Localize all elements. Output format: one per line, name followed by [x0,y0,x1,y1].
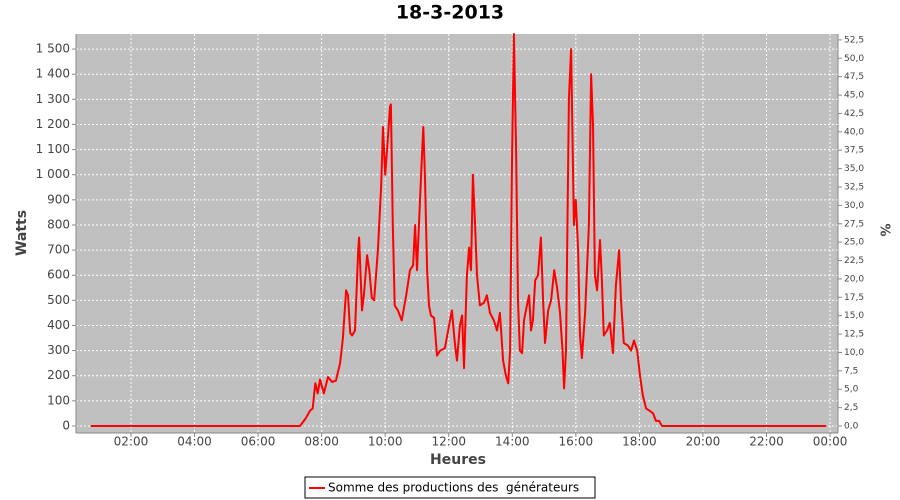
y-tick-label: 900 [47,192,70,206]
y2-tick-label: 20,0 [844,274,864,284]
y-tick-label: 100 [47,393,70,407]
x-tick-label: 12:00 [431,435,466,449]
x-tick-label: 18:00 [622,435,657,449]
y-tick-label: 0 [62,418,70,432]
y2-tick-label: 0,0 [844,422,859,432]
y2-tick-label: 42,5 [844,109,864,119]
x-tick-label: 22:00 [749,435,784,449]
y2-axis-label: % [877,223,892,236]
y2-tick-label: 27,5 [844,219,864,229]
y-axis-label: Watts [14,210,30,256]
chart-title: 18-3-2013 [396,2,504,24]
y2-tick-label: 52,5 [844,35,864,45]
y-tick-label: 700 [47,243,70,257]
y-tick-label: 800 [47,217,70,231]
x-tick-label: 06:00 [241,435,276,449]
series-line [90,33,827,427]
y2-tick-label: 10,0 [844,348,864,358]
y-tick-label: 1 500 [36,42,70,56]
y-tick-label: 400 [47,318,70,332]
y-tick-label: 600 [47,268,70,282]
x-tick-label: 04:00 [177,435,212,449]
x-tick-label: 00:00 [813,435,848,449]
y2-tick-label: 22,5 [844,256,864,266]
y2-tick-label: 50,0 [844,54,864,64]
x-tick-label: 02:00 [114,435,149,449]
y2-tick-label: 35,0 [844,164,864,174]
y-tick-label: 1 000 [36,167,70,181]
y-tick-label: 1 100 [36,142,70,156]
y-tick-label: 1 200 [36,117,70,131]
y2-tick-label: 7,5 [844,366,858,376]
y2-tick-label: 5,0 [844,385,859,395]
y2-tick-label: 15,0 [844,311,864,321]
x-axis-label: Heures [430,452,486,468]
y2-tick-label: 2,5 [844,403,858,413]
y2-tick-label: 12,5 [844,330,864,340]
y2-tick-label: 25,0 [844,238,864,248]
y2-tick-label: 30,0 [844,201,864,211]
y-tick-label: 1 400 [36,67,70,81]
y2-tick-label: 45,0 [844,91,864,101]
x-tick-label: 16:00 [559,435,594,449]
y2-tick-label: 32,5 [844,182,864,192]
x-tick-label: 08:00 [304,435,339,449]
legend-label: Somme des productions des générateurs [328,481,579,495]
plot-area [76,34,838,433]
y-tick-label: 200 [47,368,70,382]
x-tick-label: 20:00 [686,435,721,449]
y2-tick-label: 47,5 [844,72,864,82]
y2-tick-label: 37,5 [844,146,864,156]
y2-tick-label: 40,0 [844,127,864,137]
y-tick-label: 500 [47,293,70,307]
y-tick-label: 300 [47,343,70,357]
x-tick-label: 10:00 [368,435,403,449]
y-tick-label: 1 300 [36,92,70,106]
x-tick-label: 14:00 [495,435,530,449]
legend [304,476,596,499]
y2-tick-label: 17,5 [844,293,864,303]
